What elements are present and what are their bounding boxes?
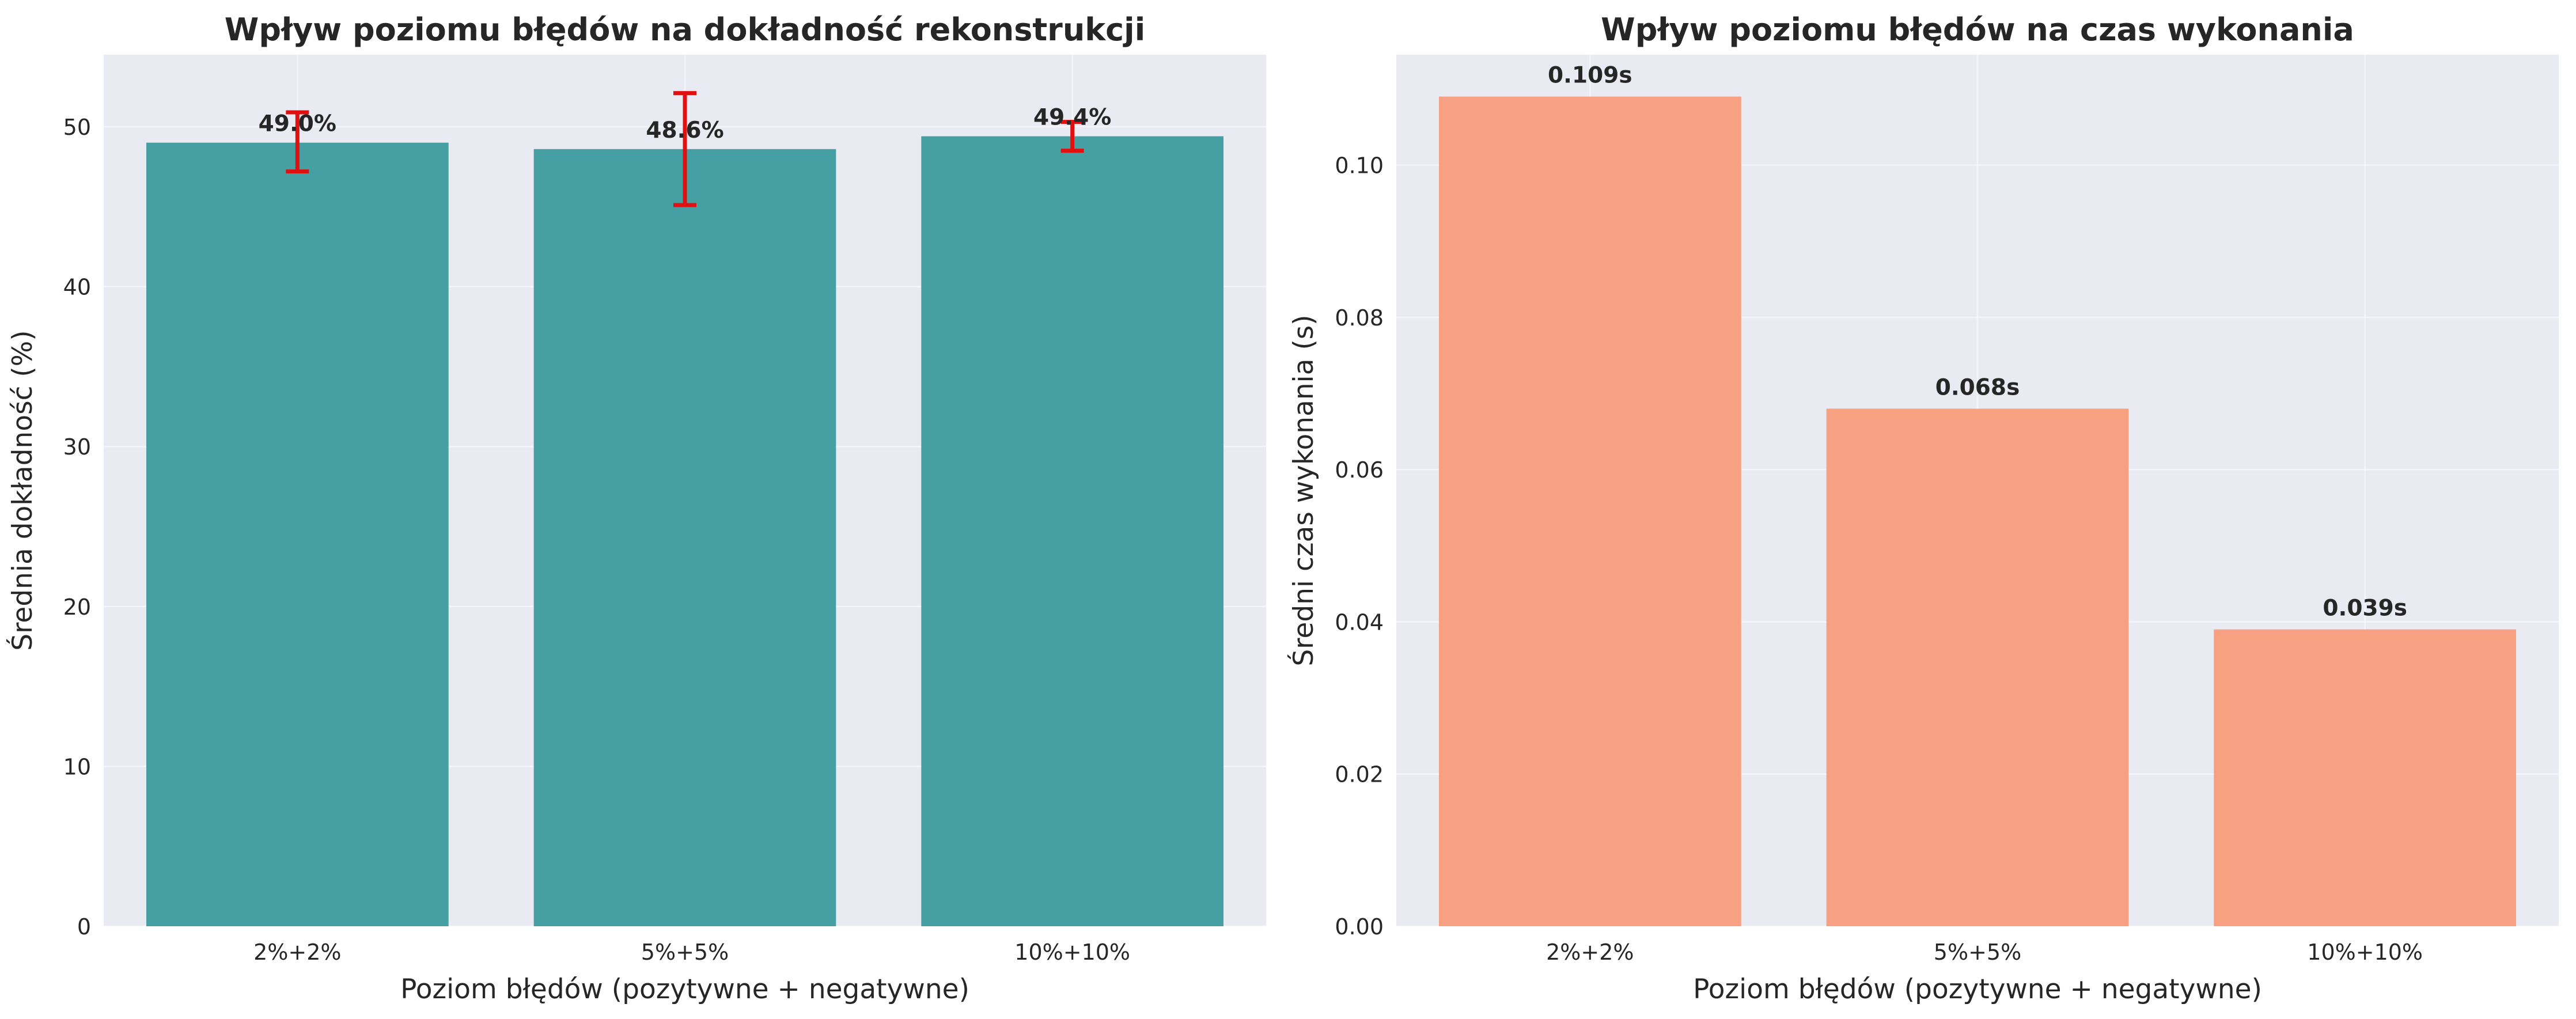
time-bar bbox=[2214, 629, 2517, 926]
time-bar bbox=[1826, 408, 2129, 926]
accuracy-y-tick-label: 30 bbox=[63, 434, 91, 460]
accuracy-y-ticks: 0 10 20 30 40 50 bbox=[63, 115, 91, 940]
accuracy-data-label: 49.4% bbox=[1033, 105, 1111, 131]
accuracy-error-bar bbox=[286, 110, 309, 174]
time-x-ticks: 2%+2% 5%+5% 10%+10% bbox=[1546, 940, 2423, 965]
time-y-tick-label: 0.08 bbox=[1335, 305, 1384, 331]
time-y-tick-label: 0.02 bbox=[1335, 762, 1384, 787]
time-y-tick-label: 0.06 bbox=[1335, 457, 1384, 483]
time-x-tick-label: 5%+5% bbox=[1934, 940, 2021, 965]
accuracy-error-bar bbox=[1060, 120, 1084, 153]
time-x-axis-label: Poziom błędów (pozytywne + negatywne) bbox=[1693, 973, 2262, 1005]
accuracy-data-labels: 49.0% 48.6% 49.4% bbox=[259, 105, 1112, 143]
time-data-label: 0.039s bbox=[2323, 596, 2407, 622]
accuracy-y-axis-label: Średnia dokładność (%) bbox=[7, 330, 39, 650]
time-y-tick-label: 0.04 bbox=[1335, 609, 1384, 635]
accuracy-x-tick-label: 2%+2% bbox=[253, 940, 341, 965]
accuracy-chart-title: Wpływ poziomu błędów na dokładność rekon… bbox=[225, 12, 1145, 48]
time-y-axis-label: Średni czas wykonania (s) bbox=[1288, 315, 1320, 666]
time-data-label: 0.068s bbox=[1935, 374, 2020, 400]
accuracy-y-tick-label: 0 bbox=[77, 914, 91, 940]
time-y-tick-label: 0.00 bbox=[1335, 914, 1384, 940]
accuracy-x-tick-label: 5%+5% bbox=[641, 940, 729, 965]
accuracy-x-ticks: 2%+2% 5%+5% 10%+10% bbox=[253, 940, 1130, 965]
time-x-tick-label: 10%+10% bbox=[2307, 940, 2423, 965]
time-bars bbox=[1438, 96, 2517, 926]
time-data-label: 0.109s bbox=[1548, 63, 1632, 89]
accuracy-y-tick-label: 40 bbox=[63, 275, 91, 300]
accuracy-bar bbox=[146, 142, 449, 926]
accuracy-y-tick-label: 50 bbox=[63, 115, 91, 140]
time-x-tick-label: 2%+2% bbox=[1546, 940, 1634, 965]
accuracy-error-bar bbox=[673, 91, 696, 207]
accuracy-y-tick-label: 10 bbox=[63, 754, 91, 779]
accuracy-bar bbox=[533, 149, 836, 926]
time-bar bbox=[1438, 96, 1741, 926]
accuracy-x-axis-label: Poziom błędów (pozytywne + negatywne) bbox=[400, 973, 969, 1005]
accuracy-data-label: 48.6% bbox=[646, 118, 723, 143]
accuracy-data-label: 49.0% bbox=[259, 111, 336, 137]
accuracy-y-tick-label: 20 bbox=[63, 594, 91, 620]
accuracy-x-tick-label: 10%+10% bbox=[1014, 940, 1130, 965]
time-y-ticks: 0.00 0.02 0.04 0.06 0.08 0.10 bbox=[1335, 153, 1384, 940]
accuracy-bars bbox=[146, 136, 1224, 926]
time-y-tick-label: 0.10 bbox=[1335, 153, 1384, 179]
accuracy-chart: 49.0% 48.6% 49.4% 0 10 20 30 40 50 2%+2% 5%+5% 10… bbox=[7, 12, 1266, 1005]
accuracy-bar bbox=[921, 136, 1224, 926]
time-chart-title: Wpływ poziomu błędów na czas wykonania bbox=[1601, 12, 2354, 48]
time-data-labels: 0.109s 0.068s 0.039s bbox=[1548, 63, 2407, 622]
accuracy-error-bars bbox=[286, 91, 1084, 207]
